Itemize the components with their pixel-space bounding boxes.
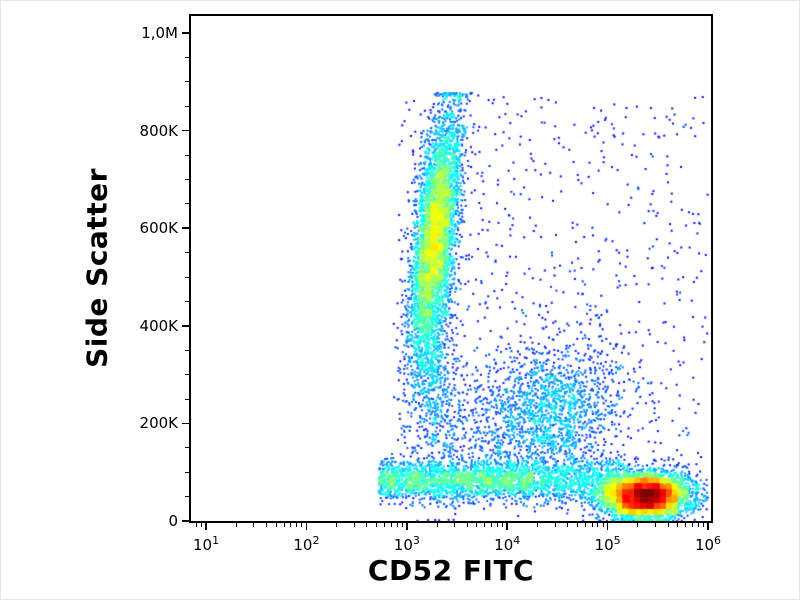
x-minor-tick [235,523,237,527]
x-minor-tick [390,523,392,527]
y-minor-tick [185,447,189,449]
x-minor-tick [436,523,438,527]
x-minor-tick [691,523,693,527]
x-tick-label: 104 [494,534,521,554]
x-minor-tick [384,523,386,527]
x-minor-tick [685,523,687,527]
x-tick-label: 101 [193,534,220,554]
y-major-tick [182,129,189,132]
x-minor-tick [396,523,398,527]
x-minor-tick [697,523,699,527]
y-minor-tick [185,252,189,254]
x-minor-tick [366,523,368,527]
x-minor-tick [454,523,456,527]
x-minor-tick [567,523,569,527]
y-minor-tick [185,300,189,302]
x-minor-tick [376,523,378,527]
x-tick-label: 105 [594,534,621,554]
x-minor-tick [195,523,197,527]
x-minor-tick [290,523,292,527]
y-minor-tick [185,398,189,400]
y-major-tick [182,227,189,229]
x-tick-label: 102 [293,534,320,554]
x-minor-tick [336,523,338,527]
x-major-tick [707,523,709,530]
y-minor-tick [185,154,189,156]
y-minor-tick [185,471,189,473]
plot-area [191,16,711,521]
y-minor-tick [185,105,189,107]
x-tick-label: 106 [694,534,722,554]
x-minor-tick [554,523,556,527]
y-tick-label: 200K [139,414,178,433]
x-minor-tick [484,523,486,527]
x-minor-tick [597,523,599,527]
x-minor-tick [476,523,478,527]
x-minor-tick [667,523,669,527]
y-major-tick [182,520,189,522]
x-minor-tick [283,523,285,527]
y-minor-tick [185,56,189,58]
x-minor-tick [296,523,298,527]
y-major-tick [182,325,189,327]
x-axis-title: CD52 FITC [367,554,535,587]
y-tick-label: 1,0M [141,24,178,43]
x-tick-label: 103 [393,534,420,554]
y-minor-tick [185,374,189,376]
x-minor-tick [466,523,468,527]
y-minor-tick [185,81,189,83]
y-major-tick [182,32,189,34]
y-minor-tick [185,178,189,180]
x-minor-tick [491,523,493,527]
x-minor-tick [637,523,639,527]
x-minor-tick [702,523,704,527]
x-major-tick [305,523,308,530]
y-axis-title: Side Scatter [80,168,114,368]
x-minor-tick [654,523,656,527]
x-minor-tick [253,523,255,527]
y-minor-tick [185,203,189,205]
scatter-canvas [191,16,711,521]
x-minor-tick [353,523,355,527]
x-minor-tick [576,523,578,527]
x-minor-tick [265,523,267,527]
x-minor-tick [677,523,679,527]
y-minor-tick [185,496,189,498]
y-major-tick [182,422,189,425]
x-minor-tick [275,523,277,527]
y-minor-tick [185,349,189,351]
x-minor-tick [496,523,498,527]
x-major-tick [205,523,207,530]
x-minor-tick [536,523,538,527]
x-minor-tick [401,523,403,527]
x-major-tick [406,523,408,530]
y-minor-tick [185,276,189,278]
x-minor-tick [591,523,593,527]
x-minor-tick [301,523,303,527]
x-major-tick [606,523,609,530]
y-tick-label: 800K [139,121,178,140]
x-minor-tick [200,523,202,527]
x-minor-tick [584,523,586,527]
x-minor-tick [602,523,604,527]
y-tick-label: 0 [168,512,178,530]
x-major-tick [506,523,508,530]
x-minor-tick [502,523,504,527]
